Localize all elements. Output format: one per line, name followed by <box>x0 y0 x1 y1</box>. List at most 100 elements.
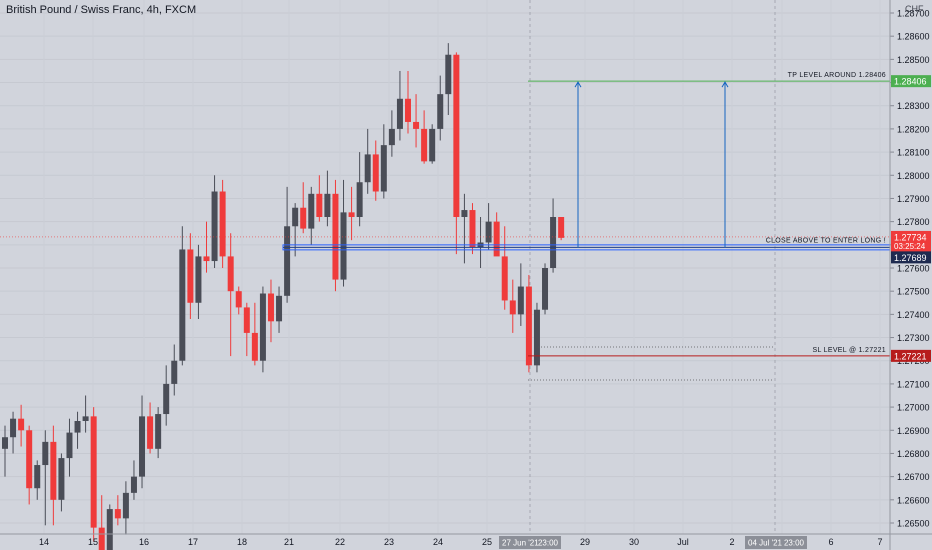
candle-body <box>147 416 154 449</box>
candle-body <box>461 210 468 217</box>
x-cursor-badge <box>745 536 807 549</box>
target-arrow-head <box>721 81 729 88</box>
y-tick-label: 1.27400 <box>897 310 930 320</box>
annotations: TP LEVEL AROUND 1.28406 CLOSE ABOVE TO EN… <box>0 72 891 381</box>
tp-badge <box>891 75 931 88</box>
candle-body <box>58 458 65 500</box>
x-tick-label: 25 <box>482 537 492 547</box>
currency-label: CHF <box>905 4 924 14</box>
candle-body <box>235 291 242 308</box>
x-tick-label: 7 <box>877 537 882 547</box>
candle-body <box>558 217 565 238</box>
sl-badge-text: 1.27221 <box>894 351 927 361</box>
x-cursor-date: 04 Jul '21 <box>748 539 783 548</box>
last-price-text: 1.27734 <box>894 232 927 242</box>
sl-level-label: SL LEVEL @ 1.27221 <box>813 347 886 354</box>
candle-body <box>114 509 121 519</box>
candle-body <box>493 221 500 257</box>
x-tick-label: 17 <box>188 537 198 547</box>
entry-label: CLOSE ABOVE TO ENTER LONG ! <box>766 237 886 244</box>
candle-body <box>34 465 41 489</box>
candle-body <box>421 128 428 162</box>
candle-body <box>356 182 363 217</box>
candle-body <box>542 268 549 310</box>
candle-body <box>340 212 347 280</box>
candle-body <box>251 332 258 361</box>
x-tick-label: 18 <box>237 537 247 547</box>
candles <box>2 43 565 550</box>
tp-badge-text: 1.28406 <box>894 77 927 87</box>
candle-body <box>292 207 299 227</box>
target-arrow-head <box>574 81 582 88</box>
candle-body <box>122 492 129 519</box>
y-tick-label: 1.28300 <box>897 101 930 111</box>
candle-body <box>10 418 17 438</box>
x-tick-label: 6 <box>828 537 833 547</box>
candle-body <box>82 416 89 421</box>
y-tick-label: 1.26800 <box>897 449 930 459</box>
candle-body <box>267 293 274 322</box>
candle-body <box>348 212 355 217</box>
y-tick-label: 1.27900 <box>897 194 930 204</box>
candle-body <box>380 145 387 192</box>
candle-body <box>300 207 307 229</box>
candle-body <box>66 432 73 459</box>
chart-title: British Pound / Swiss Franc, 4h, FXCM <box>6 4 197 16</box>
candle-body <box>163 383 170 415</box>
y-tick-label: 1.27300 <box>897 333 930 343</box>
candle-body <box>525 286 532 366</box>
candle-body <box>332 193 339 280</box>
candle-body <box>50 441 57 500</box>
x-tick-label: 21 <box>284 537 294 547</box>
candle-body <box>509 300 516 315</box>
y-tick-label: 1.28200 <box>897 124 930 134</box>
x-cursor-badge <box>499 536 561 549</box>
candle-body <box>139 416 146 477</box>
y-tick-label: 1.26700 <box>897 472 930 482</box>
candle-body <box>26 430 33 489</box>
candle-body <box>42 441 49 466</box>
y-tick-label: 1.27100 <box>897 379 930 389</box>
candle-body <box>187 249 194 303</box>
y-tick-label: 1.28600 <box>897 32 930 42</box>
candle-body <box>90 416 97 528</box>
candle-body <box>405 98 411 122</box>
x-tick-label: Jul <box>677 537 689 547</box>
candle-body <box>517 286 524 315</box>
x-cursor-time: 23:00 <box>538 539 559 548</box>
x-tick-label: 14 <box>39 537 49 547</box>
candle-body <box>106 509 113 550</box>
candle-body <box>388 128 395 146</box>
candle-body <box>211 191 218 262</box>
x-tick-label: 23 <box>384 537 394 547</box>
tp-level-label: TP LEVEL AROUND 1.28406 <box>788 72 886 79</box>
y-tick-label: 1.26600 <box>897 495 930 505</box>
candle-body <box>179 249 186 361</box>
candle-body <box>437 94 444 129</box>
y-tick-label: 1.27500 <box>897 287 930 297</box>
candle-body <box>501 256 508 301</box>
y-tick-label: 1.28000 <box>897 171 930 181</box>
x-tick-label: 30 <box>629 537 639 547</box>
candle-body <box>308 193 315 229</box>
candle-body <box>324 193 331 217</box>
candle-body <box>243 307 250 333</box>
y-tick-label: 1.28500 <box>897 55 930 65</box>
candle-body <box>429 128 436 162</box>
x-tick-label: 24 <box>433 537 443 547</box>
x-tick-label: 16 <box>139 537 149 547</box>
candle-body <box>219 191 226 257</box>
candle-body <box>259 293 266 361</box>
candle-body <box>276 295 283 322</box>
y-tick-label: 1.26900 <box>897 426 930 436</box>
x-tick-label: 29 <box>580 537 590 547</box>
candle-body <box>485 221 492 243</box>
candle-body <box>171 360 178 384</box>
candle-body <box>2 437 8 449</box>
y-tick-label: 1.28700 <box>897 9 930 19</box>
candle-body <box>98 527 105 550</box>
candle-body <box>284 226 291 296</box>
candle-body <box>74 421 81 433</box>
